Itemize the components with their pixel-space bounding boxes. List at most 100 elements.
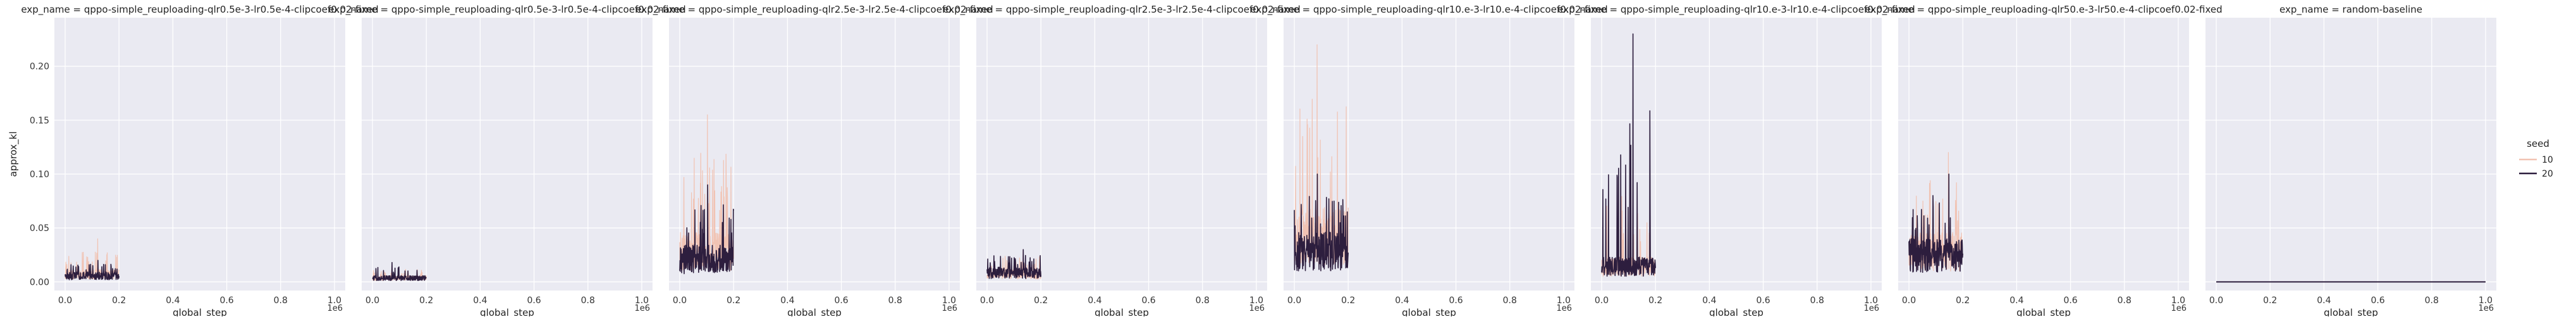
series-line-seed-20 <box>372 261 427 281</box>
x-tick-label: 0.6 <box>834 296 848 306</box>
x-tick-label: 1.0 <box>2171 296 2185 306</box>
x-tick-label: 0.2 <box>2263 296 2277 306</box>
x-tick-label: 0.6 <box>2063 296 2077 306</box>
x-axis-label: global_step <box>480 307 534 316</box>
series-line-seed-20 <box>1294 173 1349 272</box>
x-tick-label: 0.0 <box>365 296 379 306</box>
x-axis-label: global_step <box>1709 307 1763 316</box>
y-axis-label: approx_kl <box>8 131 20 177</box>
x-tick-label: 0.8 <box>1503 296 1517 306</box>
x-tick-label: 1.0 <box>635 296 649 306</box>
x-tick-label: 0.4 <box>780 296 794 306</box>
x-tick-label: 0.2 <box>1034 296 1048 306</box>
plot-background <box>54 18 345 291</box>
facet-panel-7: exp_name = qppo-simple_reuploading-qlr50… <box>1865 4 2222 319</box>
x-axis-label: global_step <box>1095 307 1149 316</box>
x-tick-label: 0.8 <box>888 296 902 306</box>
x-tick-label: 0.8 <box>581 296 595 306</box>
facet-panel-6: exp_name = qppo-simple_reuploading-qlr10… <box>1557 4 1915 319</box>
facet-panel-8: exp_name = random-baseline 0.0 0.2 0.4 0.6 0.… <box>2205 4 2496 319</box>
plot-background <box>362 18 653 291</box>
x-tick-label: 1.0 <box>1864 296 1878 306</box>
x-tick-label: 0.4 <box>1702 296 1716 306</box>
x-tick-label: 0.2 <box>1956 296 1970 306</box>
x-axis-label: global_step <box>2324 307 2378 316</box>
x-tick-label: 0.0 <box>1595 296 1609 306</box>
facet-panel-5: exp_name = qppo-simple_reuploading-qlr10… <box>1250 4 1607 319</box>
legend: seed 10 20 <box>2519 138 2553 179</box>
x-tick-label: 0.6 <box>1756 296 1770 306</box>
legend-title: seed <box>2527 138 2549 149</box>
x-tick-label: 1.0 <box>1557 296 1571 306</box>
y-tick-label: 0.05 <box>30 223 49 234</box>
x-tick-label: 0.4 <box>1088 296 1101 306</box>
x-offset-label: 1e6 <box>1556 304 1572 313</box>
series-line-seed-20 <box>1601 33 1656 277</box>
facet-panel-1: exp_name = qppo-simple_reuploading-qlr0.… <box>21 4 378 319</box>
facet-title: exp_name = qppo-simple_reuploading-qlr0.… <box>328 4 685 16</box>
x-tick-label: 0.8 <box>2425 296 2439 306</box>
series-line-seed-20 <box>1908 173 1963 273</box>
facet-title: exp_name = random-baseline <box>2279 4 2422 16</box>
facet-title: exp_name = qppo-simple_reuploading-qlr50… <box>1865 4 2222 16</box>
facet-panel-2: exp_name = qppo-simple_reuploading-qlr0.… <box>328 4 685 319</box>
x-tick-label: 0.8 <box>2118 296 2131 306</box>
x-tick-label: 0.4 <box>473 296 487 306</box>
series-line-seed-20 <box>986 249 1041 279</box>
legend-label: 10 <box>2542 155 2553 165</box>
x-tick-label: 0.0 <box>980 296 994 306</box>
x-tick-label: 0.4 <box>2317 296 2331 306</box>
x-tick-label: 0.6 <box>1141 296 1155 306</box>
plot-background <box>1591 18 1882 291</box>
x-tick-label: 1.0 <box>328 296 341 306</box>
series-line-seed-20 <box>64 260 120 280</box>
y-tick-label: 0.15 <box>30 116 49 126</box>
x-offset-label: 1e6 <box>2171 304 2187 313</box>
x-axis-label: global_step <box>787 307 842 316</box>
x-tick-label: 0.6 <box>2371 296 2384 306</box>
x-tick-label: 0.4 <box>166 296 180 306</box>
x-tick-label: 0.0 <box>1287 296 1301 306</box>
x-axis-label: global_step <box>173 307 227 316</box>
x-tick-label: 0.2 <box>1341 296 1355 306</box>
x-tick-label: 0.2 <box>1648 296 1662 306</box>
y-tick-label: 0.10 <box>30 170 49 180</box>
series-line-seed-20 <box>679 184 734 275</box>
facet-panel-3: exp_name = qppo-simple_reuploading-qlr2.… <box>635 4 993 319</box>
x-tick-label: 0.8 <box>1810 296 1824 306</box>
y-tick-label: 0.00 <box>30 277 49 287</box>
facet-title: exp_name = qppo-simple_reuploading-qlr10… <box>1250 4 1607 16</box>
y-tick-label: 0.20 <box>30 62 49 72</box>
x-offset-label: 1e6 <box>634 304 650 313</box>
x-tick-label: 0.2 <box>727 296 740 306</box>
facet-title: exp_name = qppo-simple_reuploading-qlr2.… <box>943 4 1300 16</box>
x-offset-label: 1e6 <box>941 304 957 313</box>
plot-background <box>2205 18 2496 291</box>
facet-title: exp_name = qppo-simple_reuploading-qlr10… <box>1557 4 1915 16</box>
x-offset-label: 1e6 <box>327 304 343 313</box>
x-tick-label: 0.0 <box>673 296 687 306</box>
facet-panel-4: exp_name = qppo-simple_reuploading-qlr2.… <box>943 4 1300 319</box>
x-tick-label: 0.6 <box>527 296 541 306</box>
x-tick-label: 0.8 <box>1196 296 1210 306</box>
x-axis-label: global_step <box>1402 307 1456 316</box>
x-tick-label: 0.6 <box>219 296 233 306</box>
x-offset-label: 1e6 <box>1249 304 1265 313</box>
x-tick-label: 0.6 <box>1449 296 1463 306</box>
x-tick-label: 1.0 <box>942 296 956 306</box>
x-tick-label: 0.2 <box>112 296 126 306</box>
legend-label: 20 <box>2542 169 2553 179</box>
x-offset-label: 1e6 <box>1863 304 1879 313</box>
x-tick-label: 0.0 <box>2209 296 2223 306</box>
plot-background <box>976 18 1267 291</box>
x-tick-label: 0.0 <box>58 296 72 306</box>
x-axis-label: global_step <box>2016 307 2071 316</box>
x-tick-label: 0.2 <box>419 296 433 306</box>
x-tick-label: 1.0 <box>1249 296 1263 306</box>
facet-title: exp_name = qppo-simple_reuploading-qlr2.… <box>635 4 993 16</box>
x-tick-label: 0.4 <box>1395 296 1409 306</box>
x-tick-label: 0.8 <box>274 296 288 306</box>
facet-title: exp_name = qppo-simple_reuploading-qlr0.… <box>21 4 378 16</box>
